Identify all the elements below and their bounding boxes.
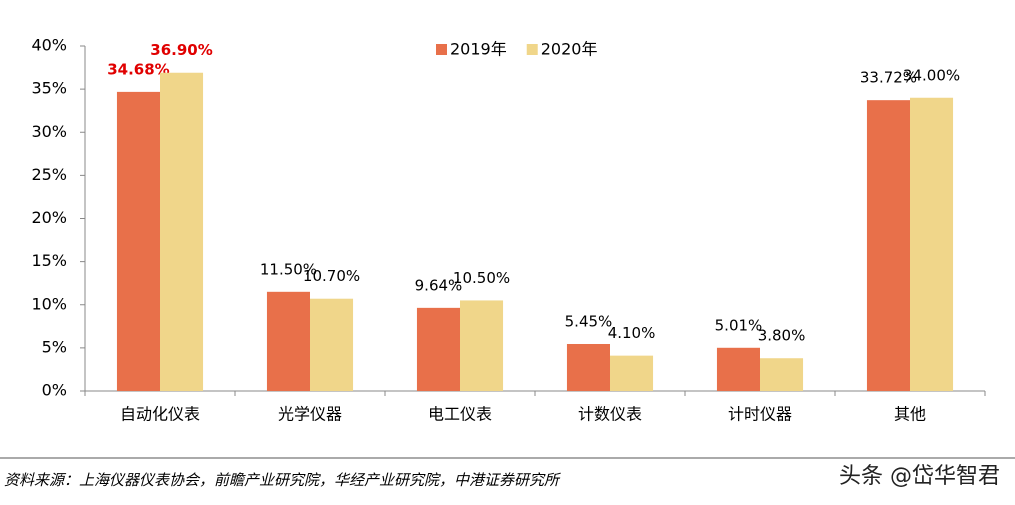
- value-label: 9.64%: [415, 276, 463, 294]
- bar: [266, 291, 310, 391]
- bar: [910, 97, 954, 391]
- value-label: 36.90%: [150, 41, 212, 59]
- value-label: 3.80%: [758, 327, 806, 345]
- bar: [610, 355, 654, 391]
- bar: [566, 343, 610, 391]
- legend-swatch: [526, 44, 538, 55]
- watermark: 头条 @岱华智君: [839, 464, 1000, 489]
- y-tick-label: 0%: [42, 381, 67, 400]
- y-tick-label: 35%: [31, 79, 67, 98]
- x-tick-label: 电工仪表: [428, 405, 492, 424]
- bar: [310, 298, 354, 391]
- x-tick-label: 计数仪表: [578, 405, 642, 424]
- x-tick-label: 光学仪器: [278, 405, 342, 424]
- x-tick-label: 自动化仪表: [120, 405, 200, 424]
- legend-label: 2019年: [450, 40, 507, 59]
- y-tick-label: 5%: [42, 337, 67, 356]
- y-tick-label: 25%: [31, 165, 67, 184]
- y-tick-label: 30%: [31, 122, 67, 141]
- legend-swatch: [436, 44, 447, 55]
- y-tick-label: 15%: [31, 251, 67, 270]
- value-label: 4.10%: [608, 324, 656, 342]
- x-tick-label: 其他: [894, 405, 926, 424]
- value-label: 11.50%: [260, 260, 317, 278]
- value-label: 34.00%: [903, 66, 960, 84]
- bar: [160, 72, 204, 392]
- value-label: 33.72%: [860, 69, 917, 87]
- bar: [716, 347, 760, 391]
- source-note: 资料来源：上海仪器仪表协会，前瞻产业研究院，华经产业研究院，中港证券研究所: [4, 471, 561, 489]
- y-tick-label: 20%: [31, 208, 67, 227]
- x-tick-label: 计时仪器: [728, 405, 792, 424]
- bar: [116, 91, 160, 391]
- bar: [416, 307, 460, 391]
- value-label: 5.45%: [565, 312, 613, 330]
- value-label: 10.50%: [453, 269, 510, 287]
- legend-label: 2020年: [541, 40, 598, 59]
- value-label: 10.70%: [303, 267, 360, 285]
- y-tick-label: 10%: [31, 294, 67, 313]
- value-label: 5.01%: [715, 316, 763, 334]
- value-label: 34.68%: [107, 60, 169, 78]
- y-tick-label: 40%: [31, 36, 67, 55]
- bar: [866, 100, 910, 391]
- bar: [760, 358, 804, 391]
- bar: [460, 300, 504, 391]
